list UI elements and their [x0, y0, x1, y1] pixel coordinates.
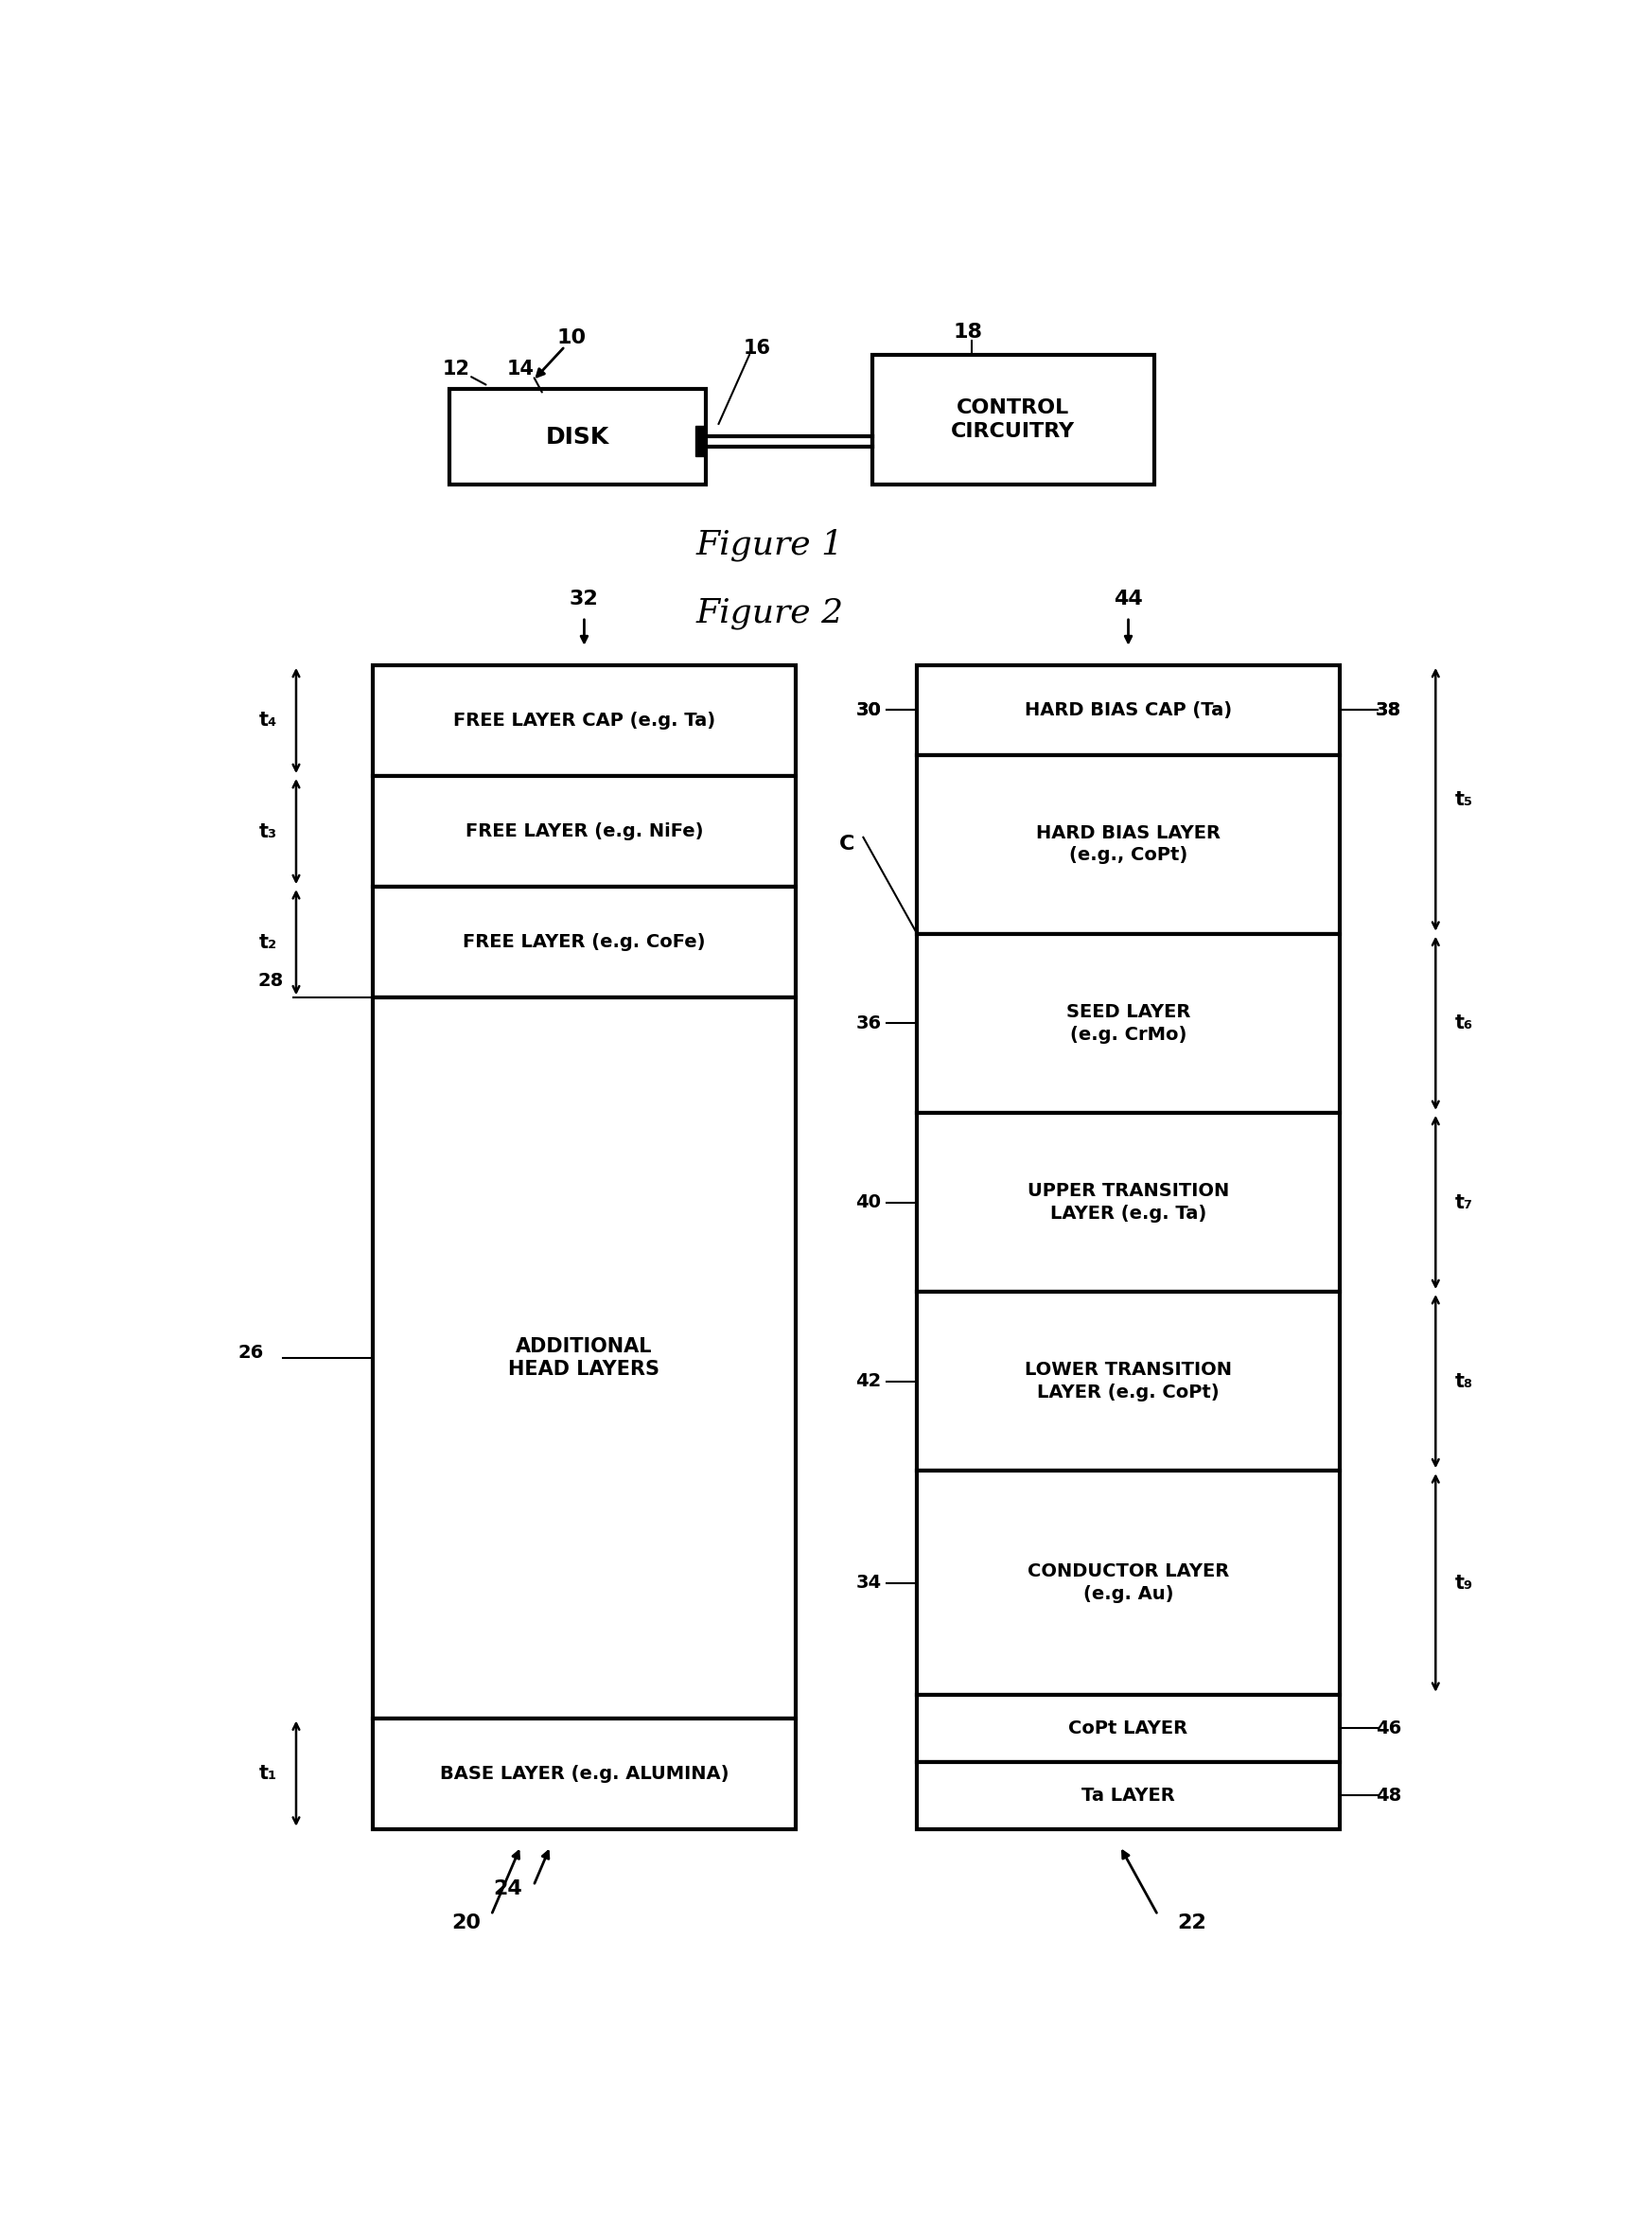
Bar: [373, 1717, 796, 1829]
Text: DISK: DISK: [545, 425, 610, 448]
Text: t₁: t₁: [259, 1764, 278, 1782]
Text: 36: 36: [856, 1014, 881, 1032]
Text: t₃: t₃: [259, 822, 278, 842]
Text: 20: 20: [451, 1914, 481, 1932]
Bar: [917, 934, 1340, 1113]
Text: HARD BIAS LAYER
(e.g., CoPt): HARD BIAS LAYER (e.g., CoPt): [1036, 824, 1221, 864]
Bar: [917, 1113, 1340, 1292]
Text: t₇: t₇: [1455, 1193, 1474, 1211]
Text: 38: 38: [1376, 701, 1401, 719]
Text: Figure 2: Figure 2: [695, 598, 844, 629]
Bar: [917, 1762, 1340, 1829]
Text: 12: 12: [443, 358, 469, 378]
Text: 14: 14: [507, 358, 534, 378]
Text: t₅: t₅: [1455, 790, 1474, 808]
Text: 44: 44: [1113, 589, 1143, 609]
Text: 30: 30: [856, 701, 881, 719]
Bar: [373, 777, 796, 887]
Text: FREE LAYER CAP (e.g. Ta): FREE LAYER CAP (e.g. Ta): [453, 712, 715, 730]
Text: 32: 32: [570, 589, 598, 609]
Text: 38: 38: [1376, 701, 1401, 719]
Text: LOWER TRANSITION
LAYER (e.g. CoPt): LOWER TRANSITION LAYER (e.g. CoPt): [1024, 1361, 1232, 1402]
Text: t₉: t₉: [1455, 1574, 1474, 1592]
Text: 42: 42: [856, 1373, 881, 1390]
Bar: [872, 356, 1155, 484]
Text: 18: 18: [953, 322, 983, 343]
Bar: [695, 425, 705, 457]
Text: UPPER TRANSITION
LAYER (e.g. Ta): UPPER TRANSITION LAYER (e.g. Ta): [1028, 1182, 1229, 1222]
Text: FREE LAYER (e.g. NiFe): FREE LAYER (e.g. NiFe): [466, 822, 704, 840]
Text: CONDUCTOR LAYER
(e.g. Au): CONDUCTOR LAYER (e.g. Au): [1028, 1563, 1229, 1603]
Text: 26: 26: [238, 1343, 264, 1361]
Text: 30: 30: [856, 701, 881, 719]
Bar: [917, 755, 1340, 934]
Text: 40: 40: [856, 1193, 881, 1211]
Text: 22: 22: [1178, 1914, 1206, 1932]
Text: t₄: t₄: [259, 712, 278, 730]
Text: BASE LAYER (e.g. ALUMINA): BASE LAYER (e.g. ALUMINA): [439, 1764, 729, 1782]
Text: ADDITIONAL
HEAD LAYERS: ADDITIONAL HEAD LAYERS: [509, 1337, 659, 1379]
Text: Figure 1: Figure 1: [695, 528, 844, 560]
Text: C: C: [839, 835, 854, 853]
Text: 24: 24: [494, 1879, 522, 1899]
Bar: [373, 665, 796, 777]
Bar: [373, 887, 796, 999]
Text: FREE LAYER (e.g. CoFe): FREE LAYER (e.g. CoFe): [463, 934, 705, 952]
Text: 28: 28: [258, 972, 284, 990]
Bar: [917, 1471, 1340, 1695]
Text: 34: 34: [856, 1574, 881, 1592]
Bar: [917, 1695, 1340, 1762]
Text: HARD BIAS CAP (Ta): HARD BIAS CAP (Ta): [1024, 701, 1232, 719]
Text: t₈: t₈: [1455, 1373, 1474, 1390]
Text: 10: 10: [557, 329, 586, 347]
Text: CoPt LAYER: CoPt LAYER: [1069, 1720, 1188, 1737]
Bar: [917, 1292, 1340, 1471]
Text: Ta LAYER: Ta LAYER: [1082, 1787, 1175, 1805]
Text: 16: 16: [743, 338, 771, 358]
Text: SEED LAYER
(e.g. CrMo): SEED LAYER (e.g. CrMo): [1066, 1003, 1191, 1043]
Bar: [373, 999, 796, 1717]
Text: t₂: t₂: [259, 934, 278, 952]
Text: t₆: t₆: [1455, 1014, 1474, 1032]
Text: 46: 46: [1376, 1720, 1401, 1737]
Bar: [449, 390, 705, 484]
Bar: [917, 665, 1340, 755]
Text: CONTROL
CIRCUITRY: CONTROL CIRCUITRY: [952, 399, 1075, 441]
Text: 48: 48: [1376, 1787, 1401, 1805]
